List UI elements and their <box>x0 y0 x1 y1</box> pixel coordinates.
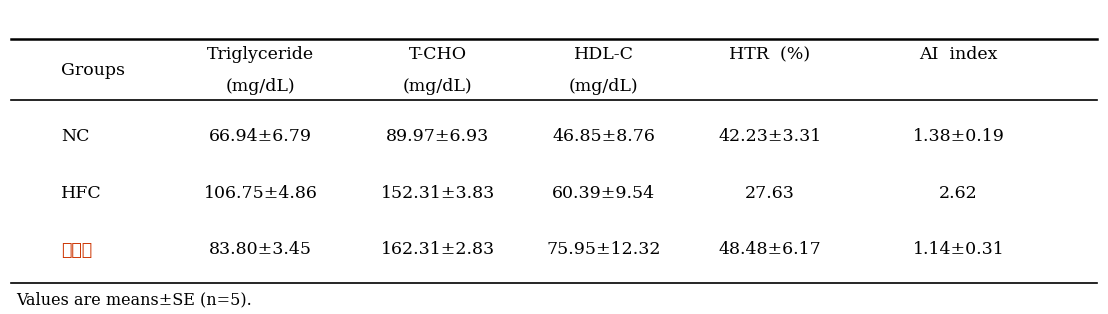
Text: 46.85±8.76: 46.85±8.76 <box>553 128 655 145</box>
Text: Triglyceride: Triglyceride <box>207 46 314 63</box>
Text: HFC: HFC <box>61 185 102 202</box>
Text: 42.23±3.31: 42.23±3.31 <box>718 128 822 145</box>
Text: HTR  (%): HTR (%) <box>729 46 811 63</box>
Text: 75.95±12.32: 75.95±12.32 <box>546 241 661 258</box>
Text: 83.80±3.45: 83.80±3.45 <box>209 241 311 258</box>
Text: HDL-C: HDL-C <box>574 46 634 63</box>
Text: 1.38±0.19: 1.38±0.19 <box>913 128 1004 145</box>
Text: 106.75±4.86: 106.75±4.86 <box>204 185 317 202</box>
Text: Groups: Groups <box>61 62 125 79</box>
Text: 2.62: 2.62 <box>940 185 977 202</box>
Text: (mg/dL): (mg/dL) <box>570 78 638 95</box>
Text: 162.31±2.83: 162.31±2.83 <box>380 241 495 258</box>
Text: (mg/dL): (mg/dL) <box>226 78 295 95</box>
Text: 66.94±6.79: 66.94±6.79 <box>209 128 311 145</box>
Text: 48.48±6.17: 48.48±6.17 <box>719 241 821 258</box>
Text: AI  index: AI index <box>920 46 997 63</box>
Text: (mg/dL): (mg/dL) <box>403 78 472 95</box>
Text: Values are means±SE (n=5).: Values are means±SE (n=5). <box>17 291 253 308</box>
Text: 89.97±6.93: 89.97±6.93 <box>386 128 490 145</box>
Text: 사쳊숙: 사쳊숙 <box>61 241 92 259</box>
Text: NC: NC <box>61 128 90 145</box>
Text: 1.14±0.31: 1.14±0.31 <box>913 241 1004 258</box>
Text: 27.63: 27.63 <box>745 185 796 202</box>
Text: 152.31±3.83: 152.31±3.83 <box>380 185 495 202</box>
Text: T-CHO: T-CHO <box>409 46 466 63</box>
Text: 60.39±9.54: 60.39±9.54 <box>552 185 656 202</box>
